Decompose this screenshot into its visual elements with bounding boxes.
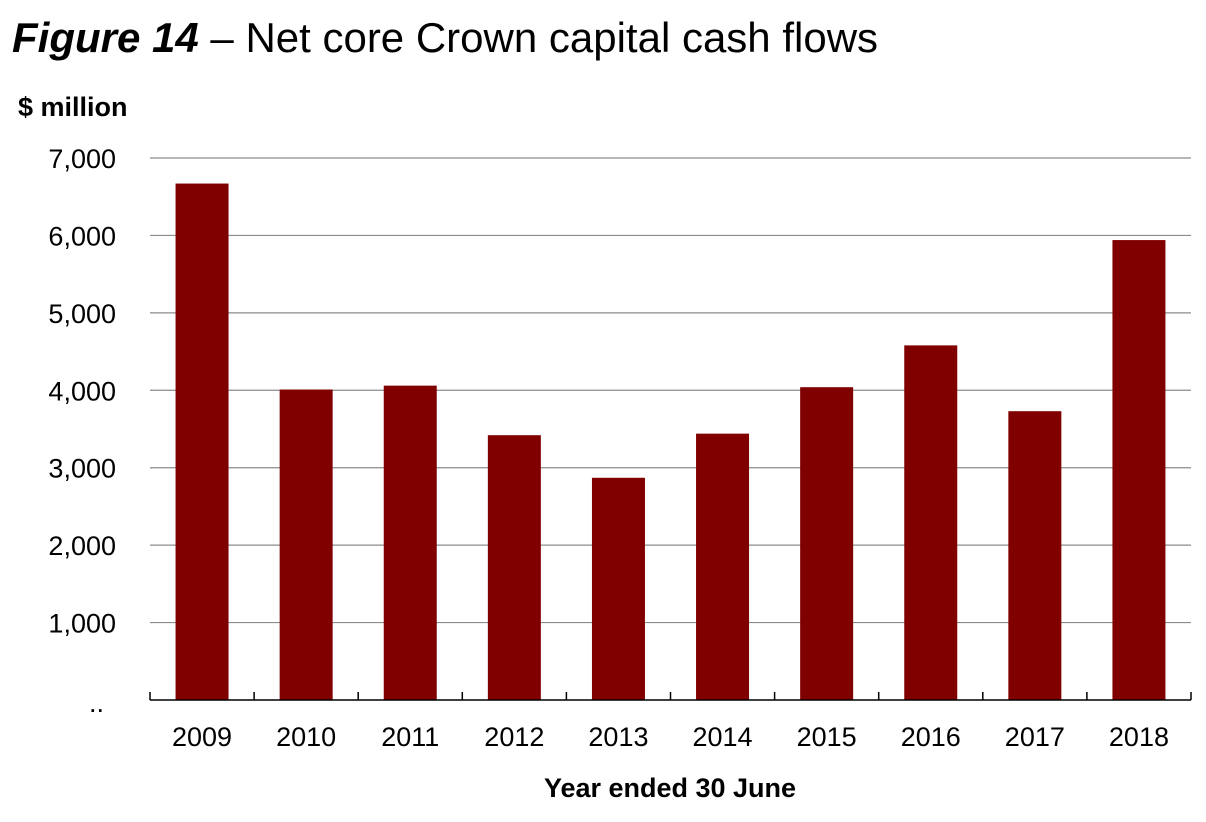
x-tick-label: 2018: [1109, 722, 1169, 752]
chart-title: Figure 14 – Net core Crown capital cash …: [12, 14, 878, 62]
bars: [175, 183, 1166, 701]
bar-2012: [487, 435, 541, 700]
x-tick-label: 2012: [484, 722, 544, 752]
y-tick-label: 4,000: [48, 376, 116, 406]
x-tick-label: 2011: [381, 722, 439, 752]
y-tick-label: 7,000: [48, 144, 116, 174]
tick-labels: .. 1,000 2,000 3,000 4,000 5,000 6,000 7,000 200…: [48, 144, 1169, 752]
x-tick-label: 2016: [901, 722, 961, 752]
y-tick-label: 3,000: [48, 454, 116, 484]
bar-2011: [383, 385, 437, 700]
bar-2018: [1112, 240, 1166, 700]
y-tick-label: 1,000: [48, 609, 116, 639]
axes: [149, 692, 1192, 701]
bar-2016: [904, 345, 958, 700]
bar-2013: [591, 477, 645, 700]
x-tick-label: 2017: [1005, 722, 1065, 752]
y-tick-label: 6,000: [48, 221, 116, 251]
x-axis-title: Year ended 30 June: [543, 773, 797, 803]
x-tick-label: 2013: [588, 722, 648, 752]
bar-2014: [696, 433, 750, 700]
bar-2015: [800, 387, 854, 700]
figure-title: Net core Crown capital cash flows: [245, 14, 879, 61]
bar-2017: [1008, 411, 1062, 700]
y-tick-label: ..: [89, 688, 104, 718]
bar-2010: [279, 389, 333, 700]
x-tick-label: 2010: [276, 722, 336, 752]
y-tick-label: 5,000: [48, 299, 116, 329]
x-tick-label: 2014: [693, 722, 753, 752]
bar-2009: [175, 183, 229, 701]
y-axis-unit-label: $ million: [18, 92, 128, 122]
title-separator: –: [198, 14, 246, 61]
x-tick-label: 2009: [172, 722, 232, 752]
x-tick-label: 2015: [797, 722, 857, 752]
y-tick-label: 2,000: [48, 531, 116, 561]
figure-label: Figure 14: [12, 14, 199, 61]
